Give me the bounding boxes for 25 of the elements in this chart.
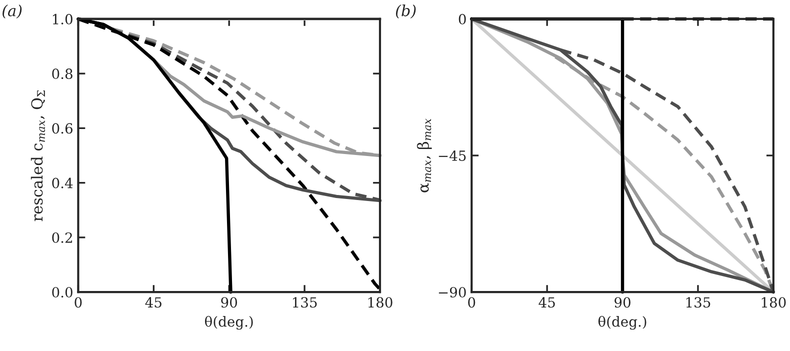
- y-axis-title: α$_{max}$, β$_{max}$: [416, 118, 432, 192]
- text: (a): [2, 4, 22, 19]
- text: (b): [396, 4, 416, 19]
- y-tick-label: 0.2: [52, 232, 72, 243]
- y-axis-title: rescaled c$_{max}$, Q$_{Σ}$: [30, 90, 46, 222]
- x-tick-label: 0: [74, 297, 82, 308]
- x-tick-label: 135: [292, 297, 317, 308]
- x-tick-label: 180: [762, 297, 786, 308]
- x-axis-title: θ(deg.): [598, 316, 646, 330]
- y-tick-label: −45: [438, 150, 466, 161]
- x-tick-label: 180: [368, 297, 392, 308]
- y-tick-label: 1.0: [52, 14, 72, 24]
- x-axis-title: θ(deg.): [204, 316, 253, 330]
- x-tick-label: 0: [468, 297, 476, 308]
- x-tick-label: 90: [614, 297, 630, 308]
- y-tick-label: 0.8: [52, 68, 72, 80]
- y-tick-label: 0: [458, 14, 466, 24]
- x-tick-label: 45: [145, 297, 162, 308]
- x-tick-label: 90: [221, 297, 238, 308]
- y-tick-label: −90: [438, 287, 466, 298]
- y-tick-label: 0.6: [52, 123, 72, 134]
- y-tick-label: 0.4: [52, 178, 73, 188]
- x-tick-label: 45: [538, 297, 555, 308]
- x-tick-label: 135: [686, 297, 710, 308]
- y-tick-label: 0.0: [52, 287, 72, 298]
